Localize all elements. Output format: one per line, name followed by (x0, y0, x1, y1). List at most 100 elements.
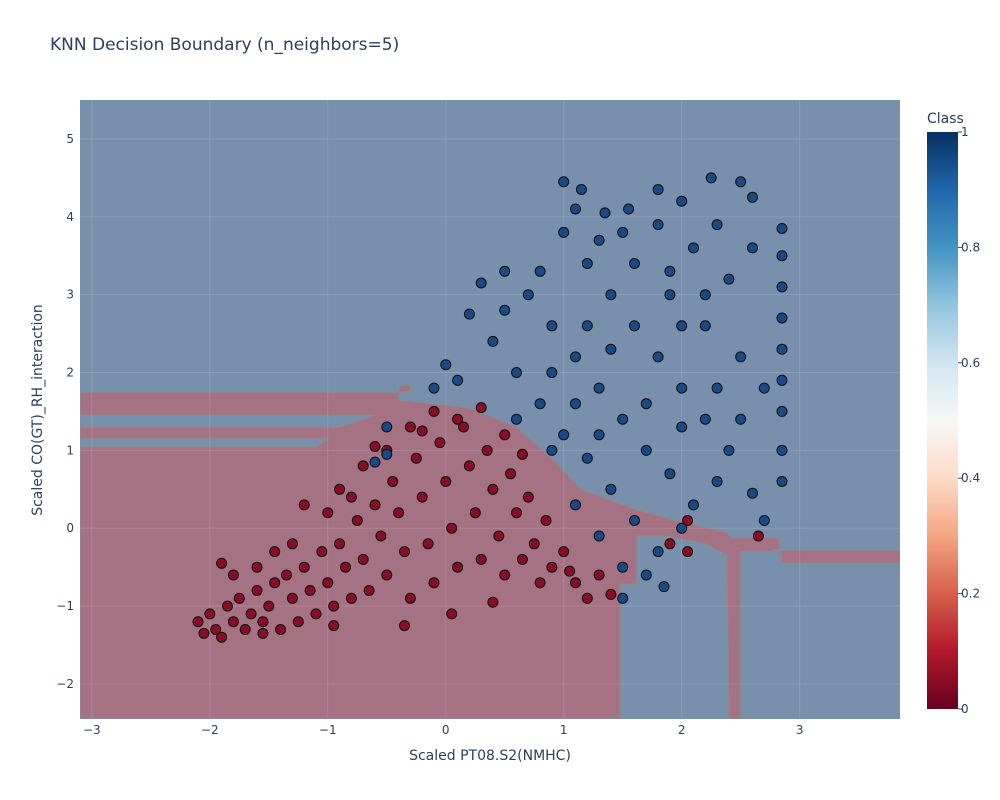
data-point-class-0 (664, 538, 676, 550)
data-point-class-1 (652, 351, 664, 363)
data-point-class-0 (458, 421, 469, 433)
data-point-class-1 (776, 281, 788, 293)
data-point-class-0 (251, 585, 263, 596)
data-point-class-0 (233, 592, 245, 604)
data-point-class-1 (776, 223, 788, 234)
data-point-class-0 (275, 624, 287, 635)
data-point-class-0 (369, 441, 381, 452)
data-point-class-0 (581, 592, 593, 604)
data-point-class-1 (676, 320, 688, 332)
data-point-class-0 (286, 592, 298, 604)
data-point-class-1 (652, 546, 664, 558)
data-point-class-0 (399, 546, 410, 558)
x-tick-label: −2 (201, 723, 219, 737)
data-point-class-1 (605, 343, 617, 355)
data-point-class-0 (363, 585, 375, 596)
data-point-class-1 (463, 308, 475, 320)
data-point-class-1 (581, 452, 593, 464)
data-point-class-0 (340, 561, 351, 573)
data-point-class-1 (652, 219, 664, 231)
data-point-class-0 (487, 596, 499, 608)
data-point-class-1 (747, 191, 758, 203)
data-point-class-0 (475, 402, 487, 414)
data-point-class-1 (570, 398, 581, 410)
data-point-class-0 (227, 569, 239, 581)
colorbar-tick-label: 0.2 (961, 587, 980, 601)
data-point-class-1 (776, 476, 788, 487)
data-point-class-1 (676, 522, 688, 534)
data-point-class-0 (393, 507, 405, 519)
data-point-class-1 (546, 320, 558, 332)
y-tick-label: −1 (56, 599, 74, 613)
data-point-class-1 (776, 374, 788, 386)
data-point-class-1 (640, 569, 652, 581)
data-point-class-1 (629, 515, 640, 526)
data-point-class-1 (570, 499, 581, 511)
data-point-class-0 (292, 616, 304, 628)
data-point-class-1 (758, 382, 770, 394)
colorbar: Class 0 0.2 0.4 0.6 0.8 1 (927, 111, 980, 716)
data-point-class-0 (469, 507, 481, 519)
y-tick-label: 5 (66, 132, 74, 146)
data-point-class-0 (322, 577, 334, 589)
data-point-class-1 (369, 456, 381, 468)
data-point-class-1 (629, 258, 640, 269)
data-point-class-1 (652, 184, 664, 195)
data-point-class-0 (239, 624, 251, 635)
data-point-class-1 (381, 421, 393, 433)
data-point-class-1 (593, 382, 605, 394)
data-point-class-1 (617, 561, 629, 573)
x-tick-label: −3 (83, 723, 101, 737)
data-point-class-1 (747, 487, 758, 499)
data-point-class-0 (227, 616, 239, 628)
data-point-class-0 (487, 483, 499, 495)
colorbar-tick-label: 0.6 (961, 356, 980, 370)
data-point-class-0 (522, 491, 534, 503)
data-point-class-0 (245, 608, 257, 620)
data-point-class-1 (629, 320, 640, 332)
data-point-class-0 (416, 491, 428, 503)
data-point-class-1 (581, 258, 593, 269)
data-point-class-0 (446, 522, 458, 534)
data-point-class-1 (623, 203, 635, 215)
data-point-class-1 (617, 226, 629, 238)
data-point-class-0 (369, 499, 381, 511)
data-point-class-0 (334, 483, 346, 495)
data-point-class-1 (711, 219, 723, 231)
data-point-class-0 (375, 530, 387, 542)
y-tick-label: 0 (66, 521, 74, 535)
data-point-class-0 (298, 499, 310, 511)
data-point-class-1 (605, 289, 617, 301)
data-point-class-0 (593, 569, 605, 581)
data-point-class-1 (558, 226, 570, 238)
data-point-class-0 (198, 627, 210, 639)
data-point-class-0 (682, 546, 694, 558)
data-point-class-0 (516, 553, 528, 565)
data-point-class-1 (699, 413, 711, 425)
colorbar-tick-label: 0.4 (961, 471, 980, 485)
data-point-class-1 (688, 242, 699, 254)
data-point-class-1 (735, 351, 747, 363)
data-point-class-0 (322, 507, 334, 519)
data-point-class-1 (617, 592, 629, 604)
data-point-class-1 (776, 444, 788, 456)
data-point-class-1 (558, 176, 570, 188)
data-point-class-1 (570, 351, 581, 363)
data-point-class-0 (605, 588, 617, 600)
data-point-class-1 (735, 176, 747, 188)
data-point-class-1 (699, 320, 711, 332)
data-point-class-0 (428, 405, 440, 417)
data-point-class-0 (682, 515, 694, 526)
y-tick-label: 4 (66, 210, 74, 224)
data-point-class-0 (463, 460, 475, 472)
x-tick-label: 0 (442, 723, 450, 737)
data-point-class-0 (281, 569, 292, 581)
chart-title: KNN Decision Boundary (n_neighbors=5) (50, 35, 399, 55)
data-point-class-1 (758, 515, 770, 526)
data-point-class-0 (452, 561, 464, 573)
data-point-class-0 (410, 452, 422, 464)
data-point-class-1 (676, 382, 688, 394)
data-point-class-0 (516, 448, 528, 460)
data-point-class-1 (522, 289, 534, 301)
